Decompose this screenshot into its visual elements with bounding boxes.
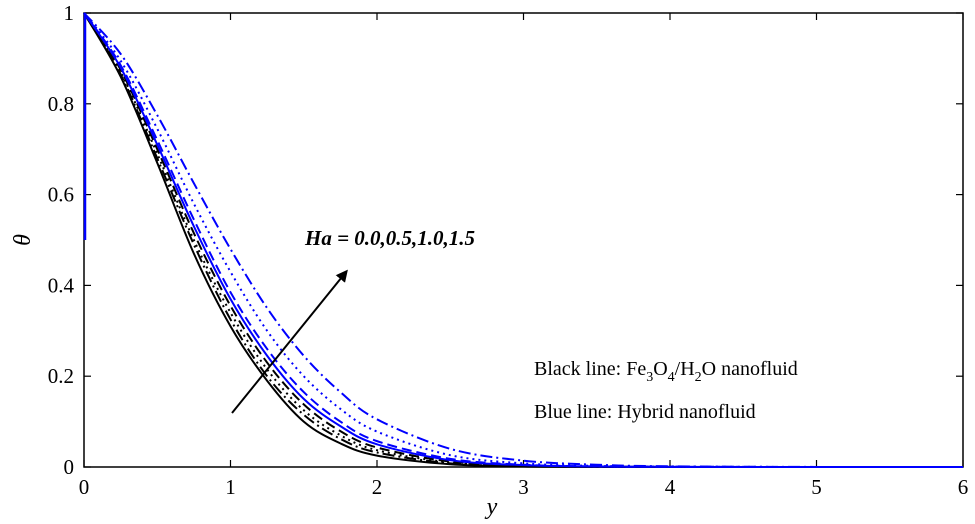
y-tick-label: 0.2 — [48, 364, 74, 388]
y-tick-label: 0.8 — [48, 92, 74, 116]
plot-frame — [83, 12, 964, 468]
series-line-7 — [83, 12, 964, 469]
x-tick-label: 5 — [811, 475, 822, 499]
series-line-2 — [83, 12, 964, 469]
y-tick-label: 0.6 — [48, 183, 74, 207]
x-tick-label: 6 — [958, 475, 969, 499]
x-tick-label: 0 — [79, 475, 90, 499]
series-layer — [83, 12, 964, 469]
ha-annotation: Ha = 0.0,0.5,1.0,1.5 — [304, 226, 475, 250]
x-tick-label: 3 — [518, 475, 529, 499]
x-axis-label: y — [485, 494, 498, 520]
blue-line-note: Blue line: Hybrid nanofluid — [534, 401, 756, 423]
x-tick-label: 2 — [372, 475, 383, 499]
ha-arrow — [231, 269, 348, 414]
series-line-6 — [83, 12, 964, 469]
x-tick-label: 4 — [665, 475, 676, 499]
black-line-note: Black line: Fe3O4/H2O nanofluid — [534, 358, 798, 385]
axis-ticks: 0 1 2 3 4 5 6 0 0.2 0.4 0.6 0.8 1 — [48, 1, 969, 499]
series-line-4 — [83, 12, 964, 469]
series-line-8 — [83, 12, 964, 469]
y-tick-label: 1 — [64, 1, 75, 25]
y-tick-label: 0.4 — [48, 273, 75, 297]
x-tick-label: 1 — [225, 475, 236, 499]
y-tick-label: 0 — [64, 455, 75, 479]
y-axis-label: θ — [10, 234, 36, 246]
